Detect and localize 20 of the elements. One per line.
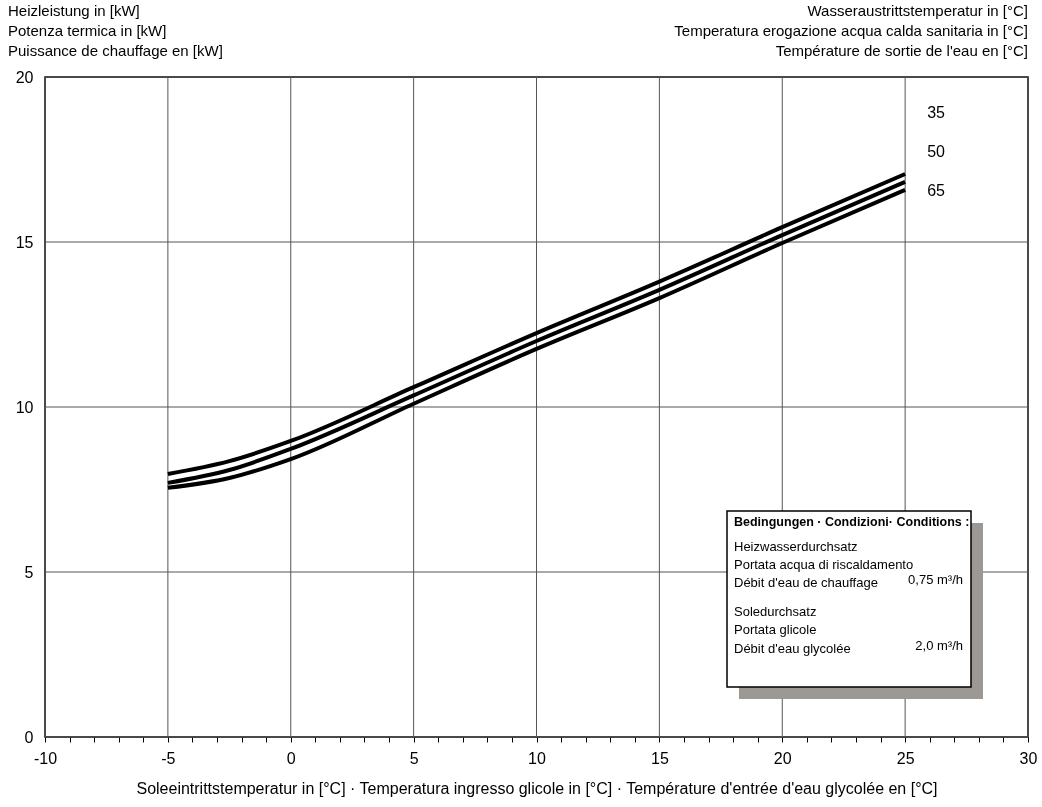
x-tick-label: 0	[286, 749, 296, 767]
y-tick-label: 5	[24, 563, 34, 581]
y-axis-title: Heizleistung in [kW] Potenza termica in [kW] Puissance de chauffage en [kW]	[8, 2, 223, 59]
x-tick-label: -10	[33, 749, 58, 767]
y-tick-label: 10	[15, 398, 34, 416]
x-tick-label: -5	[161, 749, 176, 767]
series-label: 50	[927, 142, 946, 160]
text: 35	[927, 104, 946, 122]
x-tick-label: 10	[528, 749, 546, 767]
x-tick-label: 5	[409, 749, 419, 767]
x-tick-label: 20	[773, 749, 792, 767]
y-tick-label: 0	[24, 728, 34, 746]
x-tick-label: 30	[1019, 749, 1038, 767]
series-label: 65	[927, 181, 946, 199]
legend-title: Wasseraustrittstemperatur in [°C] Temperatura erogazione acqua calda sanitaria in [°C] Température de sortie de l'eau en [°C]	[674, 2, 1028, 59]
x-axis-title: Soleeintrittstemperatur in [°C] · Temperatura ingresso glicole in [°C] · Température d'entrée d'eau glycolée en [°C]	[136, 779, 938, 797]
y-tick-label: 20	[15, 68, 34, 86]
x-tick-label: 25	[896, 749, 915, 767]
y-tick-label: 15	[15, 233, 34, 251]
x-tick-label: 15	[650, 749, 669, 767]
